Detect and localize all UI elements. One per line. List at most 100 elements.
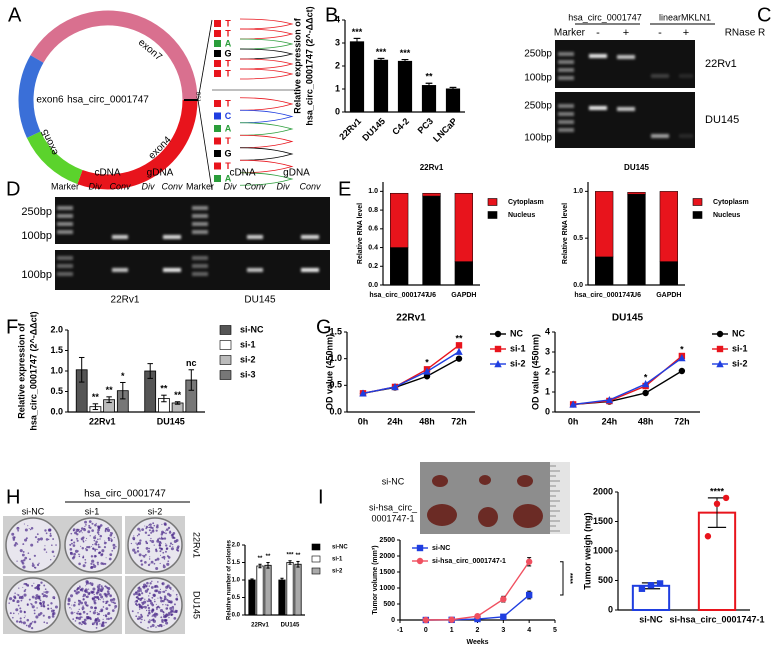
colony — [87, 530, 91, 534]
colony — [81, 620, 84, 624]
colony — [94, 606, 98, 610]
colony — [104, 614, 108, 617]
colony — [135, 599, 139, 603]
trace-peak — [239, 109, 294, 124]
y-tick-label: 1.5 — [329, 326, 342, 336]
colony — [140, 590, 143, 592]
gel-band — [112, 235, 128, 239]
colony — [79, 553, 81, 555]
colony — [96, 612, 98, 614]
legend-marker — [494, 345, 502, 353]
colony — [146, 581, 149, 585]
colony — [84, 520, 87, 524]
colony — [39, 602, 43, 606]
gel-band — [617, 55, 635, 59]
tumor — [478, 507, 498, 527]
colony — [78, 530, 81, 533]
colony — [98, 551, 101, 554]
legend-marker — [716, 330, 724, 338]
colony — [84, 558, 87, 561]
colony — [134, 602, 138, 606]
colony — [96, 531, 100, 534]
colony — [165, 604, 167, 606]
y-tick-label: 0.0 — [232, 613, 241, 619]
colony — [140, 597, 143, 600]
colony — [163, 624, 165, 626]
colony — [81, 587, 84, 591]
colony — [160, 625, 163, 628]
colony — [165, 544, 168, 547]
colony — [85, 548, 89, 552]
colony — [106, 528, 111, 532]
colony — [173, 611, 176, 614]
lane-label: + — [623, 27, 629, 39]
colony — [145, 541, 148, 545]
colony — [150, 531, 153, 534]
colony — [77, 610, 79, 613]
x-tick-label: C4-2 — [390, 116, 411, 137]
point — [638, 585, 646, 592]
colony — [49, 532, 52, 535]
gel-band — [558, 68, 574, 72]
colony — [166, 555, 169, 558]
colony — [141, 528, 145, 531]
colony — [88, 588, 90, 590]
colony — [152, 522, 155, 525]
colony — [144, 554, 146, 556]
colony — [147, 534, 150, 536]
colony — [112, 543, 116, 547]
colony — [38, 562, 40, 564]
bar-segment — [659, 261, 678, 286]
series-line — [425, 561, 530, 621]
colony — [155, 525, 159, 529]
base-swatch — [214, 40, 221, 47]
colony — [104, 540, 106, 542]
size-label: 100bp — [21, 269, 52, 281]
colony — [47, 538, 50, 541]
colony — [137, 593, 141, 597]
colony — [168, 531, 172, 534]
colony — [147, 606, 151, 610]
y-tick-label: 2 — [335, 60, 340, 70]
colony — [88, 592, 91, 595]
trace-peak — [239, 68, 294, 80]
colony — [163, 595, 167, 598]
colony — [172, 543, 174, 546]
legend-label: si-1 — [240, 339, 256, 349]
x-tick-label: GAPDH — [656, 292, 681, 299]
legend-label: si-NC — [432, 545, 450, 552]
y-tick-label: 2 — [545, 366, 550, 376]
exon-arc — [26, 131, 83, 185]
legend-label: NC — [732, 328, 745, 338]
colony — [42, 614, 45, 617]
colony — [30, 543, 34, 547]
colony — [97, 612, 100, 616]
y-tick-label: 1000 — [593, 545, 613, 555]
legend-label: si-2 — [332, 569, 343, 575]
legend-swatch — [219, 340, 232, 350]
colony — [51, 550, 55, 554]
colony — [95, 540, 98, 544]
y-tick-label: 2.0 — [50, 324, 63, 334]
colony — [140, 615, 143, 618]
series-line — [362, 358, 460, 395]
colony — [160, 533, 164, 536]
colony — [148, 524, 150, 526]
chart: 0.0 0.5 1.0 1.5 2.0 Relative expression of hsa… — [16, 311, 264, 430]
colony — [144, 561, 147, 564]
point — [569, 400, 577, 408]
colony — [82, 605, 84, 607]
significance: *** — [400, 48, 411, 58]
x-tick-label: 0 — [424, 627, 428, 634]
colony — [44, 588, 47, 591]
colony — [177, 545, 180, 548]
colony — [72, 618, 75, 620]
colony — [100, 608, 104, 612]
colony — [73, 552, 76, 556]
x-tick-label: 4 — [527, 627, 531, 634]
y-axis-title: Relative RNA level — [562, 203, 569, 264]
colony — [71, 542, 73, 545]
colony — [102, 618, 104, 620]
